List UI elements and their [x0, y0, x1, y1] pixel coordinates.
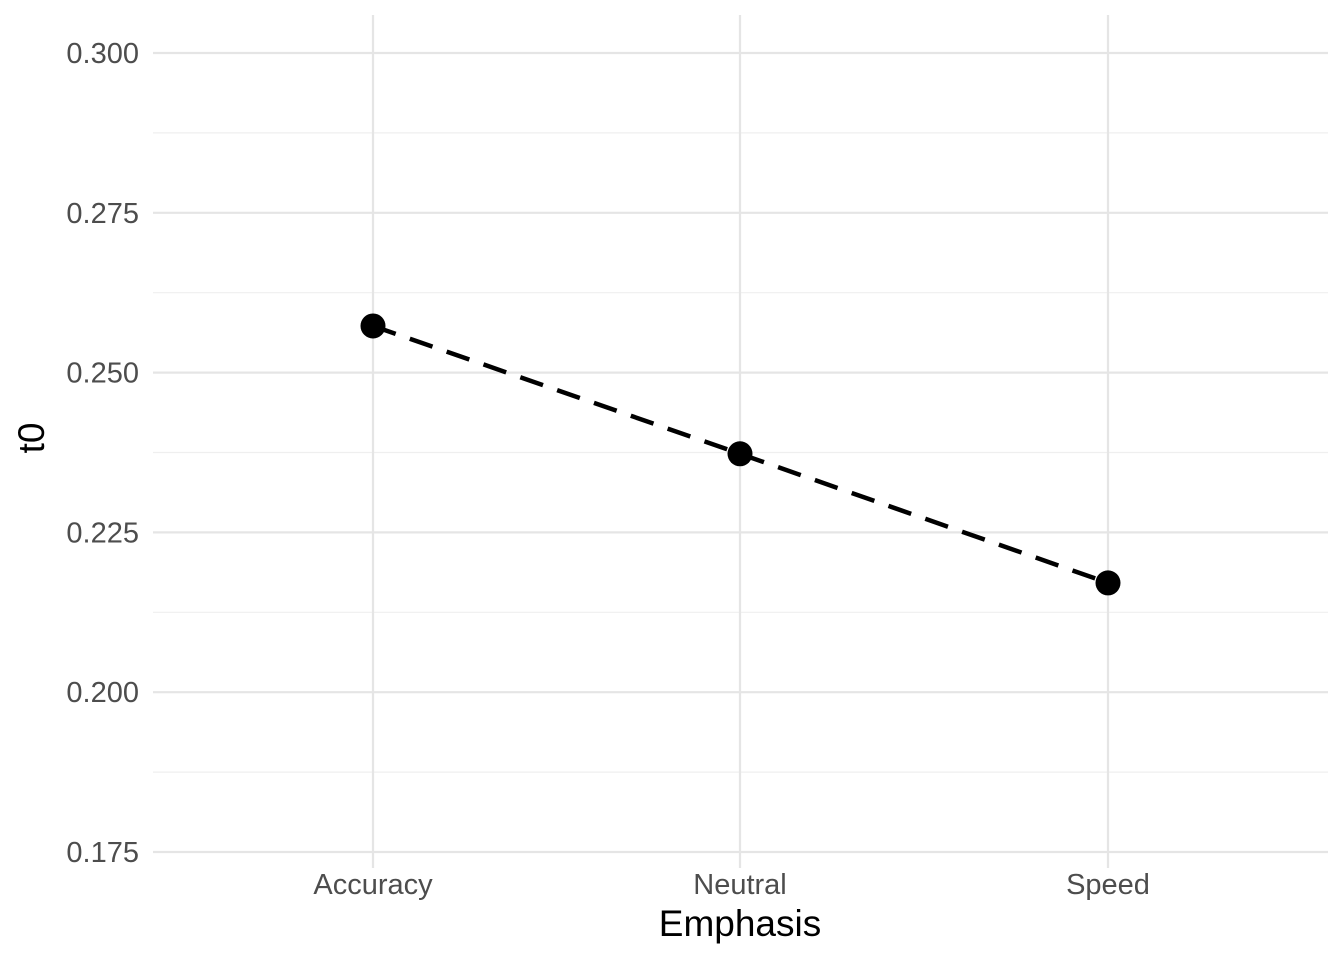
y-tick-label: 0.275: [66, 198, 139, 230]
x-tick-label: Speed: [1066, 869, 1150, 901]
data-point: [1095, 570, 1121, 596]
y-axis-title: t0: [11, 423, 52, 454]
y-tick-label: 0.200: [66, 677, 139, 709]
series-layer: [360, 313, 1121, 596]
y-tick-label: 0.250: [66, 358, 139, 390]
label-layer: 0.175 0.200 0.225 0.250 0.275 0.300 Accuracy Ne…: [66, 38, 1150, 901]
y-tick-label: 0.225: [66, 517, 139, 549]
data-point: [360, 313, 386, 339]
y-tick-label: 0.175: [66, 837, 139, 869]
series-line: [372, 323, 1109, 586]
y-tick-label: 0.300: [66, 38, 139, 70]
x-axis-title: Emphasis: [659, 903, 821, 944]
x-tick-label: Neutral: [693, 869, 787, 901]
x-tick-label: Accuracy: [313, 869, 433, 901]
data-point: [727, 441, 753, 467]
